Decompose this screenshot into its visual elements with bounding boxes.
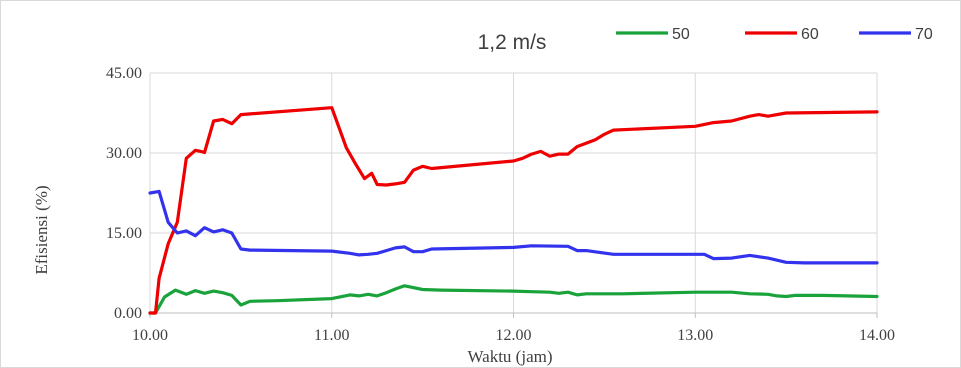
legend-label-70: 70 xyxy=(915,26,933,43)
series-line-60 xyxy=(148,106,879,315)
legend: 50 60 70 xyxy=(616,26,933,43)
x-tick-label: 10.00 xyxy=(132,327,168,344)
legend-label-50: 50 xyxy=(672,26,690,43)
legend-label-60: 60 xyxy=(801,26,819,43)
series-line-70 xyxy=(148,189,879,265)
y-tick-label: 0.00 xyxy=(114,305,142,322)
x-axis-label: Waktu (jam) xyxy=(467,347,552,366)
y-tick-label: 45.00 xyxy=(106,65,142,82)
x-tick-label: 11.00 xyxy=(314,327,349,344)
grid-lines xyxy=(149,72,878,314)
chart-title: 1,2 m/s xyxy=(478,31,547,54)
series-line-50 xyxy=(148,284,879,315)
axes: 0.00 15.00 30.00 45.00 10.00 11.00 12.00 13.00 1… xyxy=(106,65,895,344)
x-tick-label: 13.00 xyxy=(677,327,713,344)
x-tick-label: 14.00 xyxy=(859,327,895,344)
y-tick-label: 15.00 xyxy=(106,225,142,242)
series-lines xyxy=(148,106,879,315)
x-tick-label: 12.00 xyxy=(496,327,532,344)
y-tick-label: 30.00 xyxy=(106,145,142,162)
y-axis-label: Efisiensi (%) xyxy=(32,185,51,274)
